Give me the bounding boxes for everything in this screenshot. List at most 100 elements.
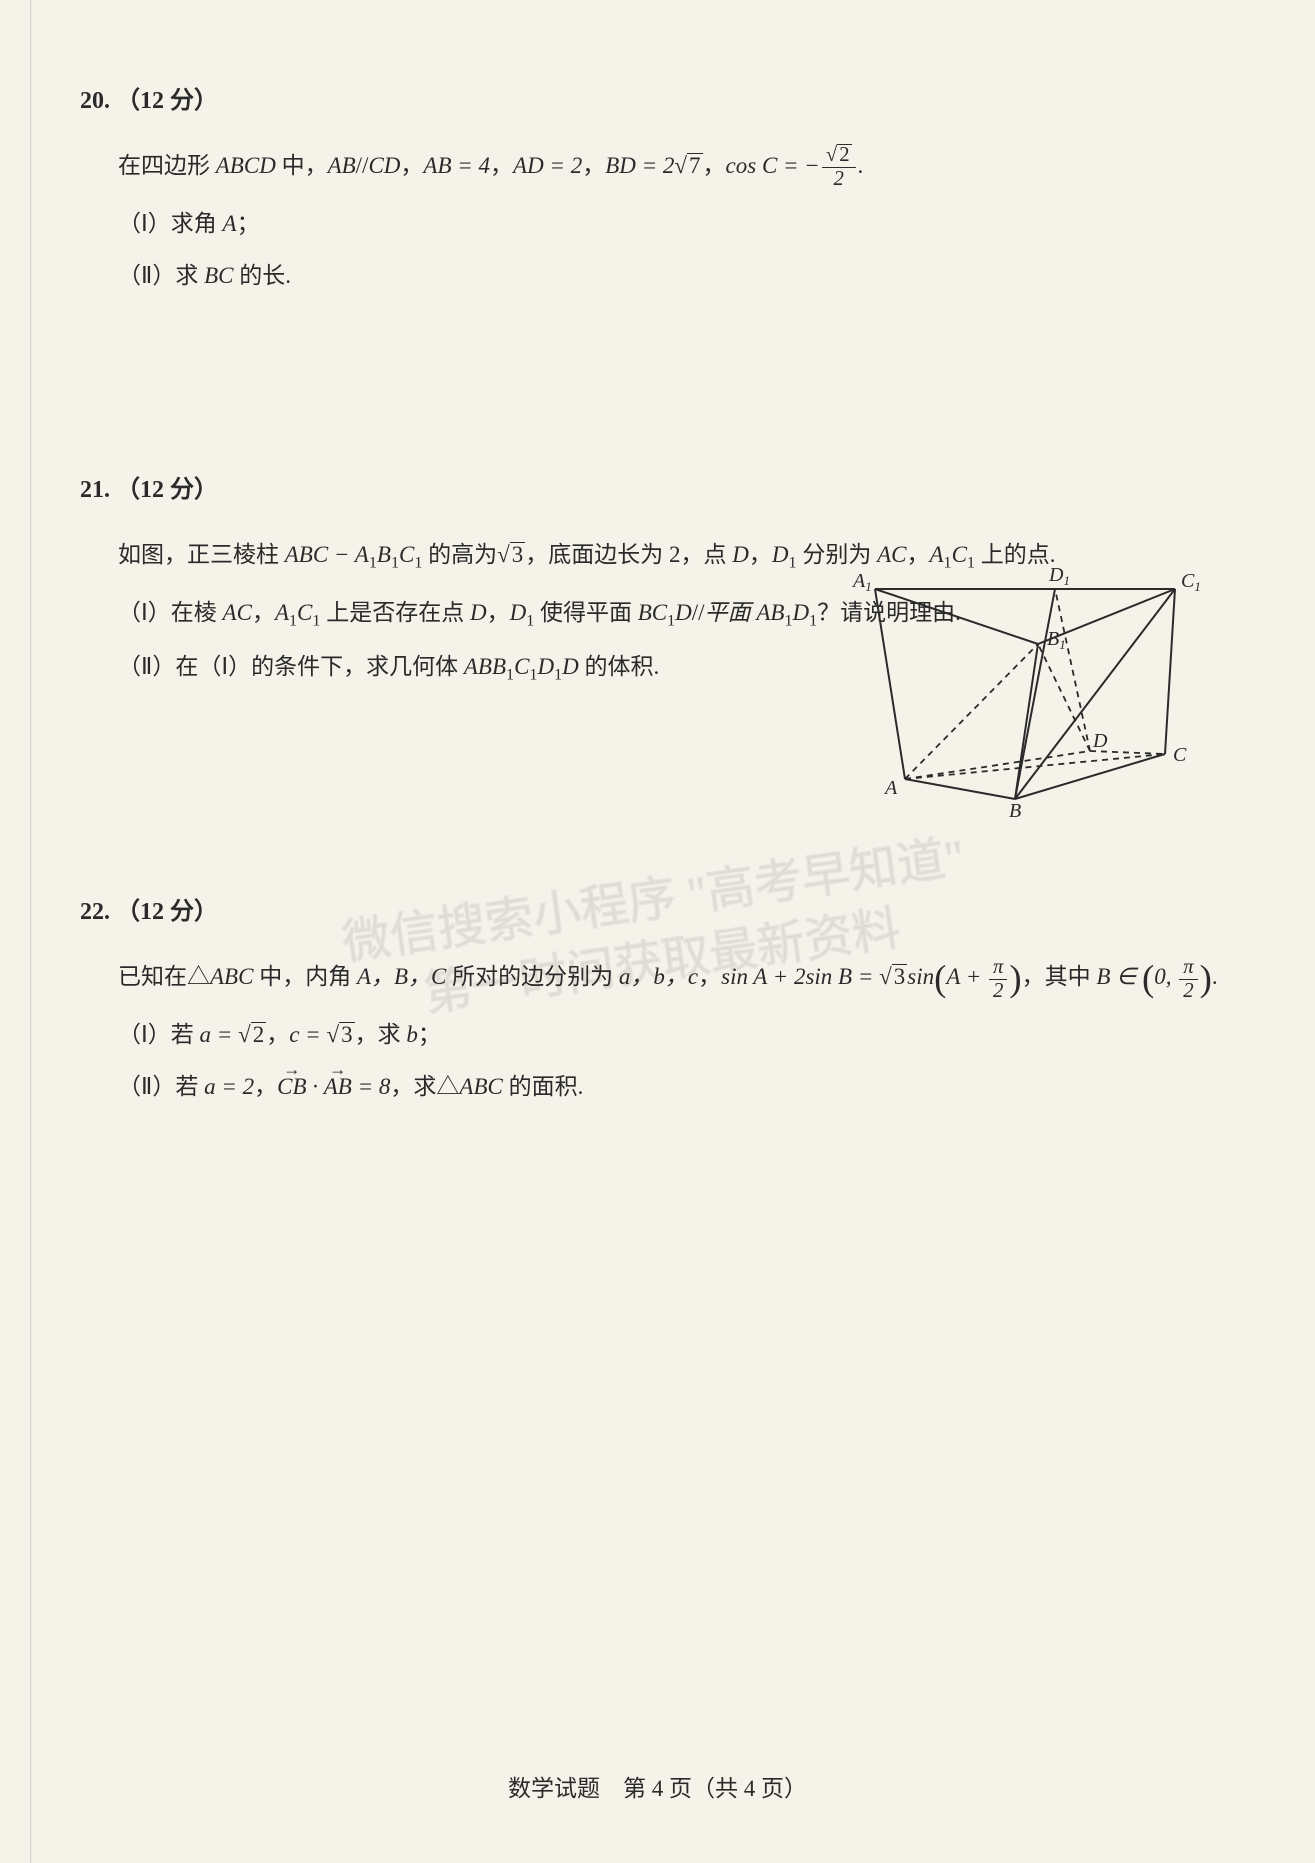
p21-p1-par: //	[692, 600, 705, 625]
p21-pb: B	[377, 542, 391, 567]
problem-22-part-2: （Ⅱ）若 a = 2，CB · AB = 8，求△ABC 的面积.	[118, 1064, 1245, 1110]
p22-argd: 2	[989, 980, 1007, 1003]
p22-p1-f: b	[406, 1022, 418, 1047]
p22-p1-l: （Ⅰ）	[118, 1022, 171, 1047]
p21-pcom: ，	[749, 542, 772, 567]
p21-prism: ABC − A1B1C1	[285, 542, 423, 567]
p22-sb: 中，内角	[253, 964, 357, 989]
p21-p2-tb: 的体积.	[579, 654, 660, 679]
p21-p1-pl1as: 1	[667, 612, 675, 629]
p21-p2-sas: 1	[506, 666, 514, 683]
p21-p1-l: （Ⅰ）	[118, 600, 171, 625]
p21-pd1a: D	[772, 542, 789, 567]
problem-20-number: 20.	[80, 88, 110, 114]
p21-sp: 如图，正三棱柱	[118, 542, 285, 567]
p20-c1: ，	[400, 153, 423, 178]
p22-rn: π	[1179, 956, 1197, 980]
problem-20-header: 20. （12 分）	[80, 80, 1245, 115]
p22-ang: A，B，C	[357, 964, 446, 989]
p21-p1-pl2: 平面 AB1D1	[705, 600, 818, 625]
p21-p2-solid: ABB1C1D1D	[464, 654, 579, 679]
p20-cosc-lhs: cos C = −	[726, 153, 820, 178]
footer-text: 数学试题 第 4 页（共 4 页）	[508, 1776, 807, 1801]
p21-p2-l: （Ⅱ）	[118, 654, 175, 679]
p21-p2-sc: D	[537, 654, 554, 679]
p21-p1-e2a: A	[275, 600, 289, 625]
p20-stem-prefix: 在四边形	[118, 153, 216, 178]
svg-text:D: D	[1092, 730, 1108, 752]
p20-ab: AB	[328, 153, 356, 178]
p20-c3: ，	[582, 153, 605, 178]
p21-pm: ABC − A	[285, 542, 369, 567]
problem-20-part-2: （Ⅱ）求 BC 的长.	[118, 253, 1245, 299]
problem-21-number: 21.	[80, 477, 110, 503]
p22-sin: sin	[907, 964, 934, 989]
p21-pd1s: 1	[789, 555, 797, 572]
p22-sc: 所对的边分别为	[446, 964, 619, 989]
p22-sides: a，b，c	[619, 964, 698, 989]
p21-p2-sa: ABB	[464, 654, 506, 679]
p22-tri: ABC	[210, 964, 253, 989]
p22-sa: 已知在△	[118, 964, 210, 989]
p21-p2-sb: C	[514, 654, 529, 679]
p22-p2-ev: = 8	[352, 1074, 391, 1099]
svg-text:A: A	[883, 777, 898, 799]
p22-sd: ，	[698, 964, 721, 989]
p21-p1-tb: 上是否存在点	[320, 600, 470, 625]
p21-p1-pl1b: D	[675, 600, 692, 625]
p20-p2-pre: 求	[175, 263, 204, 288]
p22-ra: B ∈	[1096, 964, 1142, 989]
p22-p1-tb: ，求	[355, 1022, 407, 1047]
p20-c4: ，	[703, 153, 726, 178]
problem-22-part-1: （Ⅰ）若 a = 2，c = 3，求 b；	[118, 1012, 1245, 1058]
p22-p2-v2: AB	[324, 1064, 352, 1110]
p21-ps2: 1	[391, 555, 399, 572]
p22-p1-c2: c = 3	[289, 1022, 354, 1047]
p20-quad: ABCD	[216, 153, 276, 178]
p22-p2-ta: 若	[175, 1074, 204, 1099]
p20-period: .	[858, 153, 864, 178]
p21-p1-pd1a: D	[510, 600, 527, 625]
problem-22-header: 22. （12 分）	[80, 891, 1245, 926]
problem-21-diagram: ABCDA1B1C1D1	[835, 559, 1195, 799]
p22-p2-l: （Ⅱ）	[118, 1074, 175, 1099]
p21-htp: 的高为	[422, 542, 497, 567]
svg-text:B1: B1	[1047, 628, 1066, 652]
p21-p1-pl2b: D	[792, 600, 809, 625]
p22-eqrad: 3	[892, 964, 908, 988]
problem-22-number: 22.	[80, 899, 110, 925]
p21-pd: D	[732, 542, 749, 567]
p22-eql: sin A + 2sin B =	[721, 964, 879, 989]
problem-21: 21. （12 分） 如图，正三棱柱 ABC − A1B1C1 的高为3，底面边…	[80, 469, 1245, 691]
p22-rlo: 0	[1154, 964, 1166, 989]
p21-p1-e1: AC	[223, 600, 252, 625]
p21-ps1: 1	[369, 555, 377, 572]
p21-p1-pl1: BC1D	[638, 600, 692, 625]
svg-text:C: C	[1173, 744, 1187, 766]
p22-p2-a: a = 2	[204, 1074, 254, 1099]
p20-parallel: //	[356, 153, 369, 178]
p21-p1-e2: A1C1	[275, 600, 321, 625]
p21-p2-sd: D	[562, 654, 579, 679]
p20-bd-lhs: BD = 2	[605, 153, 674, 178]
p20-c2: ，	[490, 153, 513, 178]
p22-range: B ∈ (0, π2)	[1096, 964, 1212, 989]
p20-cosc: cos C = −22	[726, 153, 858, 178]
p21-p1-pl2bs: 1	[809, 612, 817, 629]
svg-text:D1: D1	[1048, 564, 1070, 588]
p20-bd-eq: BD = 2 7	[605, 153, 702, 178]
p22-p1-ar: 2	[251, 1022, 267, 1046]
p21-p1-ta: 在棱	[171, 600, 223, 625]
p22-p1-cr: 3	[339, 1022, 355, 1046]
page-footer: 数学试题 第 4 页（共 4 页）	[0, 1769, 1315, 1803]
p21-p1-pc: ，	[487, 600, 510, 625]
p20-p1-label: （Ⅰ）	[118, 211, 171, 236]
p21-pc: C	[399, 542, 414, 567]
p22-argn: π	[989, 956, 1007, 980]
p20-bd-rad: 7	[687, 153, 703, 177]
p21-p1-e2b: C	[297, 600, 312, 625]
p21-hrad: 3	[510, 542, 526, 566]
p21-p1-pd: D	[470, 600, 487, 625]
problem-22-body: 已知在△ABC 中，内角 A，B，C 所对的边分别为 a，b，c，sin A +…	[80, 954, 1245, 1110]
p22-eq: sin A + 2sin B = 3sin(A + π2)	[721, 964, 1022, 989]
